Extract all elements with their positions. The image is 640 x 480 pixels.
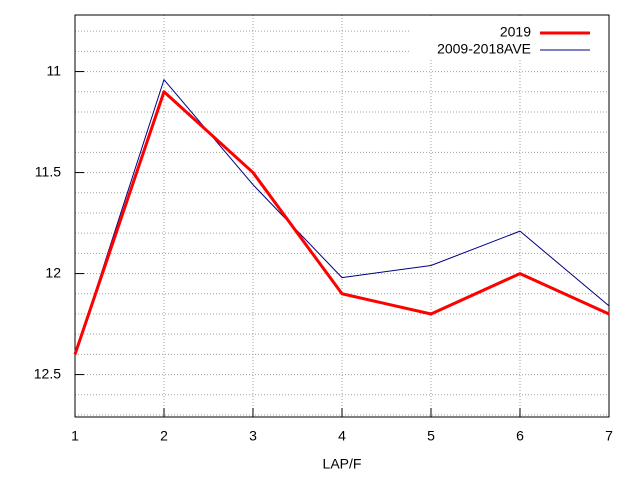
y-tick-label: 12 bbox=[45, 264, 61, 280]
y-tick-label: 11.5 bbox=[35, 163, 61, 179]
y-tick-label: 12.5 bbox=[34, 365, 61, 381]
x-tick-label: 6 bbox=[516, 428, 524, 444]
plot-frame bbox=[74, 14, 610, 418]
line-series bbox=[74, 79, 610, 355]
x-tick-label: 2 bbox=[160, 428, 168, 444]
x-tick-label: 3 bbox=[249, 428, 257, 444]
y-tick-label: 11 bbox=[46, 62, 61, 78]
line-series bbox=[73, 90, 610, 355]
legend-label: 2009-2018AVE bbox=[437, 41, 531, 57]
x-tick-label: 5 bbox=[427, 428, 435, 444]
x-tick-label: 7 bbox=[605, 428, 613, 444]
x-tick-label: 1 bbox=[71, 428, 79, 444]
legend-label: 2019 bbox=[500, 24, 531, 40]
x-axis-label: LAP/F bbox=[323, 456, 362, 472]
x-tick-label: 4 bbox=[338, 428, 346, 444]
legend-box bbox=[410, 16, 608, 60]
